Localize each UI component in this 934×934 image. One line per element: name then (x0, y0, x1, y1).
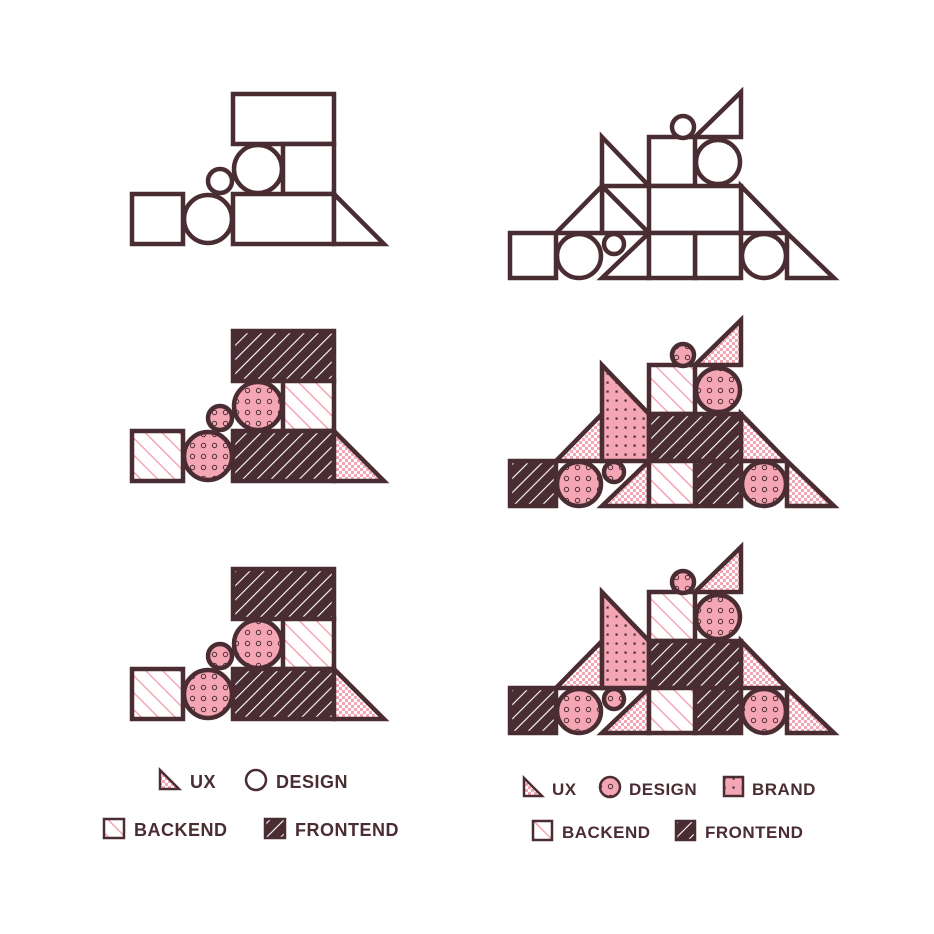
backend-block (129, 428, 186, 484)
legend-frontend-label: FRONTEND (705, 823, 803, 842)
legend-brand-label: BRAND (752, 780, 816, 799)
design-circle (554, 459, 604, 509)
outline-square (280, 141, 337, 197)
pink-triangle-icon (158, 766, 183, 791)
frontend-block (230, 666, 337, 722)
dark-hatched-square-icon (263, 817, 287, 840)
outline-triangle (784, 227, 840, 281)
ux-triangle (550, 635, 605, 691)
outline-circle (669, 113, 697, 141)
design-circle-icon (598, 775, 622, 799)
outline-square (129, 191, 186, 247)
dark-hatched-square-icon (674, 819, 697, 842)
pink-hatched-square-icon (102, 817, 126, 840)
backend-block (129, 666, 186, 722)
ux-triangle (738, 635, 793, 691)
outline-triangle (738, 180, 793, 236)
legend-backend-label: BACKEND (134, 820, 228, 840)
outline-square (230, 191, 337, 247)
backend-block (646, 589, 698, 644)
design-circle (601, 686, 627, 712)
design-circle (205, 403, 235, 433)
ux-triangle (784, 682, 840, 736)
ux-triangle (331, 425, 390, 484)
outline-circle (205, 166, 235, 196)
frontend-block (692, 685, 744, 736)
outline-square (230, 91, 337, 147)
legend-design-label: DESIGN (629, 780, 697, 799)
legend-right: UX DESIGN BRAND BACKEND FRONTEND (522, 774, 816, 842)
legend-ux-label: UX (552, 780, 577, 799)
outline-circle (601, 231, 627, 257)
outline-circle (554, 231, 604, 281)
pink-triangle-icon (522, 774, 546, 798)
frontend-block (692, 458, 744, 509)
outline-circle (693, 137, 743, 187)
backend-block (646, 362, 698, 417)
outline-circle (231, 142, 285, 196)
frontend-block (230, 428, 337, 484)
backend-block (646, 458, 698, 509)
ux-triangle (738, 408, 793, 464)
legend-left: UX DESIGN BACKEND FRONTEND (102, 766, 399, 840)
outline-circle (739, 231, 789, 281)
ux-triangle (331, 663, 390, 722)
frontend-block (230, 328, 337, 384)
dotted-square-icon (722, 775, 745, 798)
outline-square (507, 230, 559, 281)
right-filled-composition-2 (507, 541, 840, 736)
design-circle (669, 341, 697, 369)
outline-circle (181, 192, 235, 246)
backend-block (280, 616, 337, 672)
design-circle (739, 686, 789, 736)
brand-triangle (599, 359, 652, 464)
frontend-block (507, 458, 559, 509)
left-outline-composition (129, 91, 390, 247)
outline-square (646, 134, 698, 189)
outline-triangle (689, 86, 744, 140)
design-circle (181, 667, 235, 721)
outline-triangle (550, 180, 605, 236)
design-circle (601, 459, 627, 485)
outline-square (692, 230, 744, 281)
design-circle (669, 568, 697, 596)
pink-hatched-square-icon (531, 819, 554, 842)
design-circle (181, 429, 235, 483)
outline-square (646, 230, 698, 281)
brand-triangle (599, 586, 652, 691)
design-circle (693, 592, 743, 642)
legend-backend-label: BACKEND (562, 823, 651, 842)
ux-triangle (689, 541, 744, 595)
design-circle (231, 379, 285, 433)
outline-triangle (599, 180, 655, 236)
frontend-block (646, 411, 744, 464)
frontend-block (646, 638, 744, 691)
left-filled-composition-2 (129, 566, 390, 722)
backend-block (280, 378, 337, 434)
outline-triangle (599, 131, 655, 189)
legend-design-label: DESIGN (276, 772, 348, 792)
right-filled-composition (507, 314, 840, 509)
ux-triangle (784, 455, 840, 509)
legend-frontend-label: FRONTEND (295, 820, 399, 840)
outline-triangle (331, 188, 390, 247)
design-circle (554, 686, 604, 736)
frontend-block (507, 685, 559, 736)
circle-icon (244, 768, 268, 792)
backend-block (646, 685, 698, 736)
design-circle (205, 641, 235, 671)
outline-square (646, 183, 744, 236)
design-circle (693, 365, 743, 415)
ux-triangle (689, 314, 744, 368)
left-filled-composition (129, 328, 390, 484)
ux-triangle (550, 408, 605, 464)
design-circle (231, 617, 285, 671)
frontend-block (230, 566, 337, 622)
legend-ux-label: UX (190, 772, 216, 792)
design-circle (739, 459, 789, 509)
right-outline-composition (507, 86, 840, 281)
